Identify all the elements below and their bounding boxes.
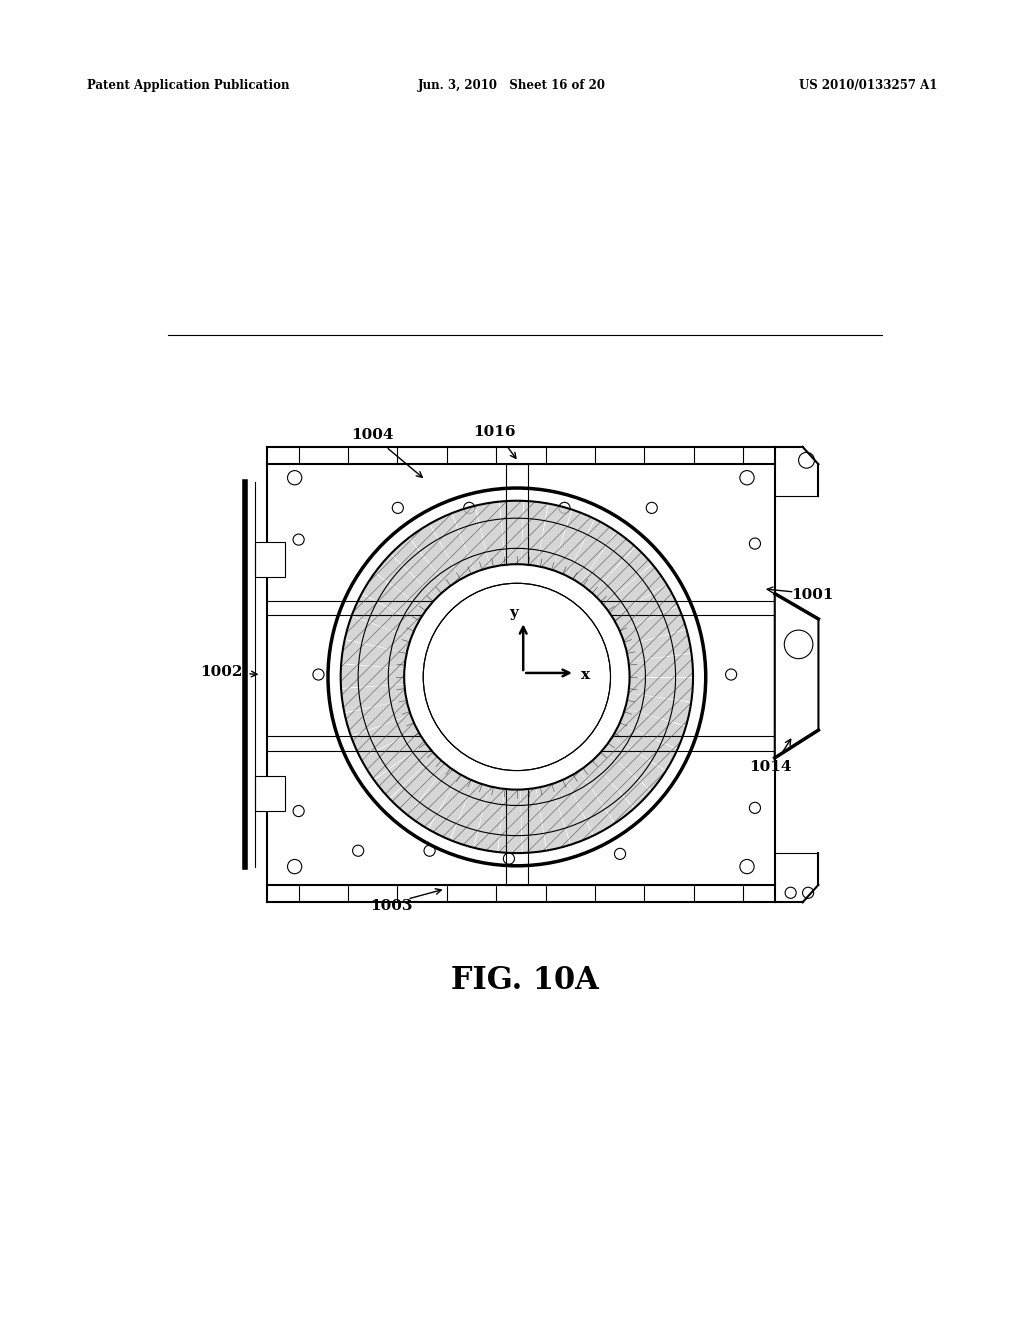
Wedge shape: [500, 500, 523, 565]
Text: 1014: 1014: [750, 760, 793, 775]
Wedge shape: [362, 573, 426, 623]
Circle shape: [559, 503, 570, 513]
Circle shape: [288, 471, 302, 484]
Wedge shape: [613, 585, 678, 631]
Text: x: x: [582, 668, 591, 681]
Wedge shape: [409, 766, 460, 829]
Circle shape: [464, 503, 475, 513]
Circle shape: [726, 669, 736, 680]
Wedge shape: [391, 539, 447, 598]
Wedge shape: [361, 730, 425, 779]
Wedge shape: [429, 775, 474, 840]
Circle shape: [423, 583, 610, 771]
Text: FIG. 10A: FIG. 10A: [451, 965, 599, 995]
Wedge shape: [451, 781, 488, 847]
Wedge shape: [538, 504, 571, 570]
Wedge shape: [390, 755, 446, 814]
Wedge shape: [593, 546, 652, 605]
Circle shape: [740, 859, 754, 874]
Wedge shape: [453, 506, 489, 572]
Wedge shape: [344, 701, 411, 735]
Circle shape: [352, 845, 364, 857]
Wedge shape: [352, 594, 418, 638]
Bar: [255, 776, 285, 810]
Wedge shape: [474, 787, 504, 851]
Wedge shape: [522, 500, 548, 566]
Wedge shape: [341, 685, 407, 711]
Circle shape: [750, 803, 761, 813]
Wedge shape: [629, 678, 693, 701]
Wedge shape: [629, 653, 693, 677]
Wedge shape: [626, 693, 691, 726]
Text: 1002: 1002: [201, 665, 243, 680]
Wedge shape: [537, 784, 569, 850]
Circle shape: [504, 853, 514, 865]
Circle shape: [785, 887, 797, 899]
Circle shape: [799, 453, 814, 469]
Text: 1016: 1016: [473, 425, 516, 440]
Wedge shape: [567, 519, 615, 583]
Wedge shape: [341, 640, 407, 668]
Wedge shape: [351, 715, 417, 758]
Circle shape: [614, 849, 626, 859]
Wedge shape: [476, 502, 505, 568]
Circle shape: [313, 669, 324, 680]
Wedge shape: [521, 788, 546, 853]
Wedge shape: [580, 762, 634, 822]
Wedge shape: [566, 771, 614, 836]
Bar: [255, 543, 285, 577]
Wedge shape: [581, 532, 635, 593]
Wedge shape: [375, 554, 436, 610]
Wedge shape: [341, 665, 404, 688]
Wedge shape: [612, 723, 677, 771]
Circle shape: [288, 859, 302, 874]
Text: Jun. 3, 2010   Sheet 16 of 20: Jun. 3, 2010 Sheet 16 of 20: [418, 79, 606, 92]
Circle shape: [803, 887, 814, 899]
Circle shape: [740, 471, 754, 484]
Text: y: y: [509, 606, 518, 620]
Circle shape: [784, 630, 813, 659]
Wedge shape: [345, 616, 411, 652]
Wedge shape: [621, 607, 686, 645]
Text: 1004: 1004: [351, 428, 393, 442]
Bar: [267, 465, 775, 884]
Wedge shape: [620, 709, 686, 748]
Wedge shape: [603, 738, 666, 791]
Polygon shape: [775, 594, 818, 758]
Wedge shape: [626, 630, 691, 661]
Wedge shape: [553, 510, 594, 576]
Wedge shape: [499, 789, 521, 853]
Circle shape: [392, 503, 403, 513]
Wedge shape: [592, 750, 651, 808]
Wedge shape: [552, 779, 593, 845]
Circle shape: [293, 535, 304, 545]
Text: 1001: 1001: [791, 589, 834, 602]
Circle shape: [424, 845, 435, 857]
Circle shape: [750, 539, 761, 549]
Text: US 2010/0133257 A1: US 2010/0133257 A1: [799, 79, 937, 92]
Wedge shape: [375, 743, 435, 799]
Wedge shape: [604, 565, 667, 618]
Wedge shape: [430, 513, 475, 579]
Circle shape: [404, 564, 630, 789]
Wedge shape: [410, 524, 461, 587]
Circle shape: [293, 805, 304, 817]
Circle shape: [646, 503, 657, 513]
Text: 1003: 1003: [371, 899, 413, 913]
Text: Patent Application Publication: Patent Application Publication: [87, 79, 290, 92]
